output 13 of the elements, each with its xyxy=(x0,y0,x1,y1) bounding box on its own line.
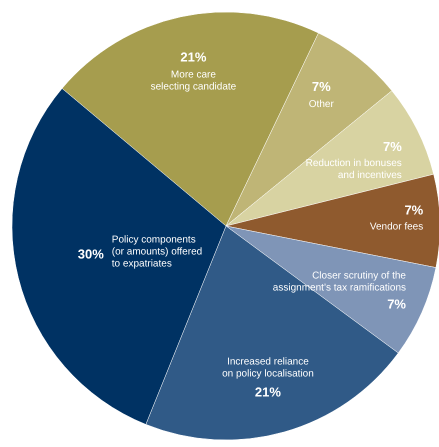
data-label: 21% xyxy=(180,49,207,64)
data-label: 7% xyxy=(312,78,332,94)
data-label: 7% xyxy=(387,296,406,312)
data-label: 21% xyxy=(254,384,282,400)
slice-label: Reduction in bonuses and incentives xyxy=(306,158,402,181)
slice-label: Other xyxy=(308,98,334,110)
slice-label: Increased reliance on policy localisation xyxy=(222,356,314,380)
data-label: 30% xyxy=(78,246,104,262)
slice-label: Vendor fees xyxy=(370,221,424,232)
slice-label: Policy components (or amounts) offered to expatriates xyxy=(112,234,202,270)
data-label: 7% xyxy=(382,138,402,154)
data-label: 7% xyxy=(404,202,424,218)
slice-label: More care selecting candidate xyxy=(150,69,237,92)
